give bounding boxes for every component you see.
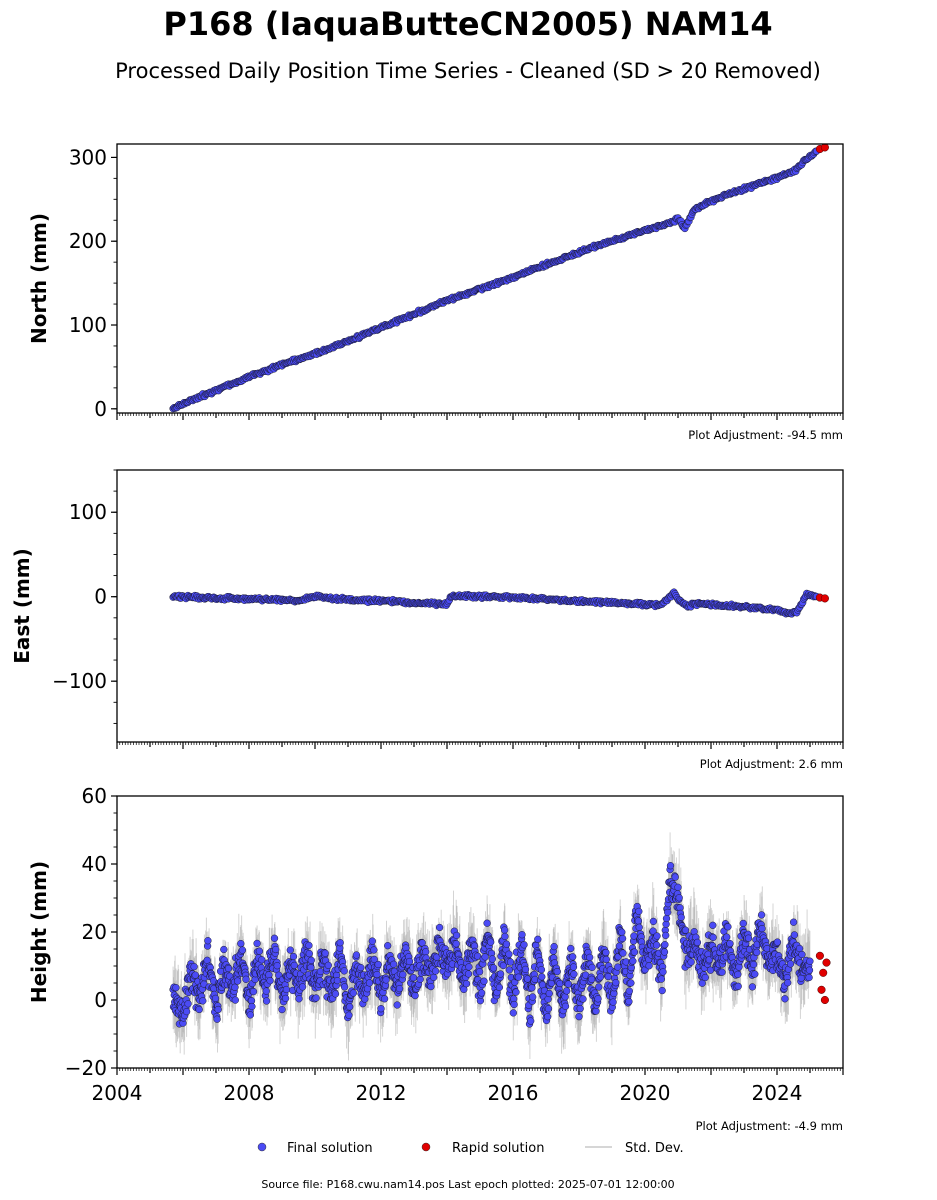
y-tick-label: 100 — [69, 500, 107, 524]
final-point — [182, 1007, 191, 1016]
chart-subtitle: Processed Daily Position Time Series - C… — [115, 59, 821, 83]
final-point — [224, 964, 233, 973]
final-point — [184, 1000, 192, 1008]
final-point — [213, 1015, 221, 1023]
final-point — [204, 937, 212, 945]
plot-frame — [116, 143, 844, 414]
final-point — [172, 984, 180, 992]
plot-adjustment-note: Plot Adjustment: 2.6 mm — [700, 757, 843, 771]
panel-1: −100 0 100 East (mm) Plot Adjustment: 2.6 mm — [10, 469, 844, 771]
y-axis-label: East (mm) — [10, 548, 34, 664]
y-tick-label: 200 — [69, 229, 107, 253]
panels: 0 100 200 300 North (mm) Plot Adjustment: -94… — [10, 143, 844, 1133]
y-tick-label: 0 — [94, 585, 107, 609]
final-point — [199, 997, 207, 1005]
final-points — [169, 147, 821, 413]
final-point — [191, 971, 199, 979]
final-points — [169, 588, 821, 618]
rapid-points — [815, 144, 829, 154]
panel-0: 0 100 200 300 North (mm) Plot Adjustment: -94… — [27, 143, 844, 442]
final-point — [211, 994, 220, 1003]
chart-title: P168 (IaquaButteCN2005) NAM14 — [163, 5, 772, 43]
y-tick-label: 0 — [94, 397, 107, 421]
rapid-point — [820, 594, 829, 603]
y-tick-label: 300 — [69, 145, 107, 169]
y-tick-label: 100 — [69, 313, 107, 337]
rapid-points — [815, 593, 829, 603]
final-point — [214, 1005, 222, 1014]
y-axis-label: North (mm) — [27, 213, 51, 344]
y-tick-label: −100 — [52, 669, 107, 693]
final-point — [190, 963, 198, 971]
final-points — [169, 862, 814, 1028]
final-point — [220, 945, 228, 954]
final-point — [195, 1005, 203, 1014]
plot-adjustment-note: Plot Adjustment: -94.5 mm — [688, 428, 843, 442]
rapid-point — [820, 144, 829, 152]
